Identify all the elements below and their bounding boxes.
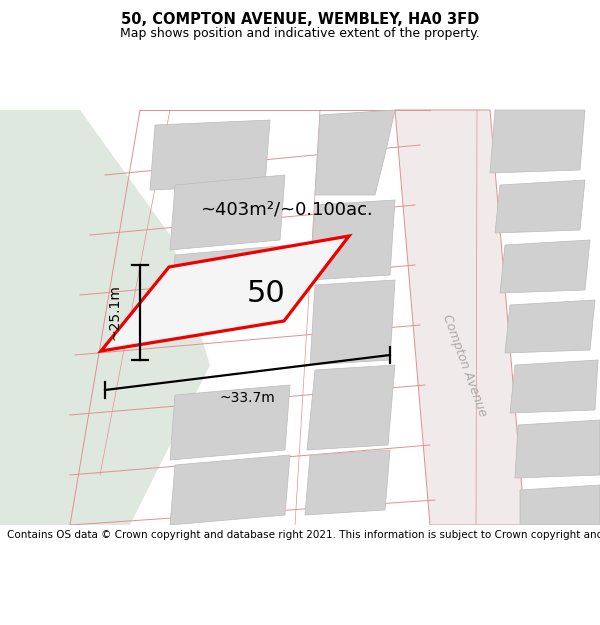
Polygon shape <box>307 365 395 450</box>
Text: ~25.1m: ~25.1m <box>108 284 122 341</box>
Polygon shape <box>170 455 290 525</box>
Polygon shape <box>101 236 349 351</box>
Polygon shape <box>510 360 598 413</box>
Polygon shape <box>170 175 285 250</box>
Polygon shape <box>315 110 395 195</box>
Text: ~33.7m: ~33.7m <box>220 391 275 404</box>
Polygon shape <box>395 110 525 525</box>
Text: Map shows position and indicative extent of the property.: Map shows position and indicative extent… <box>120 27 480 39</box>
Polygon shape <box>515 420 600 478</box>
Polygon shape <box>310 280 395 365</box>
Polygon shape <box>150 120 270 190</box>
Polygon shape <box>490 110 585 173</box>
Polygon shape <box>305 450 390 515</box>
Polygon shape <box>170 245 290 325</box>
Polygon shape <box>500 240 590 293</box>
Polygon shape <box>505 300 595 353</box>
Polygon shape <box>0 110 210 525</box>
Polygon shape <box>520 485 600 525</box>
Polygon shape <box>495 180 585 233</box>
Text: 50: 50 <box>247 279 285 308</box>
Text: ~403m²/~0.100ac.: ~403m²/~0.100ac. <box>200 201 373 219</box>
Text: Contains OS data © Crown copyright and database right 2021. This information is : Contains OS data © Crown copyright and d… <box>7 530 600 540</box>
Text: 50, COMPTON AVENUE, WEMBLEY, HA0 3FD: 50, COMPTON AVENUE, WEMBLEY, HA0 3FD <box>121 12 479 27</box>
Polygon shape <box>310 200 395 280</box>
Text: Compton Avenue: Compton Avenue <box>440 312 490 418</box>
Polygon shape <box>170 385 290 460</box>
